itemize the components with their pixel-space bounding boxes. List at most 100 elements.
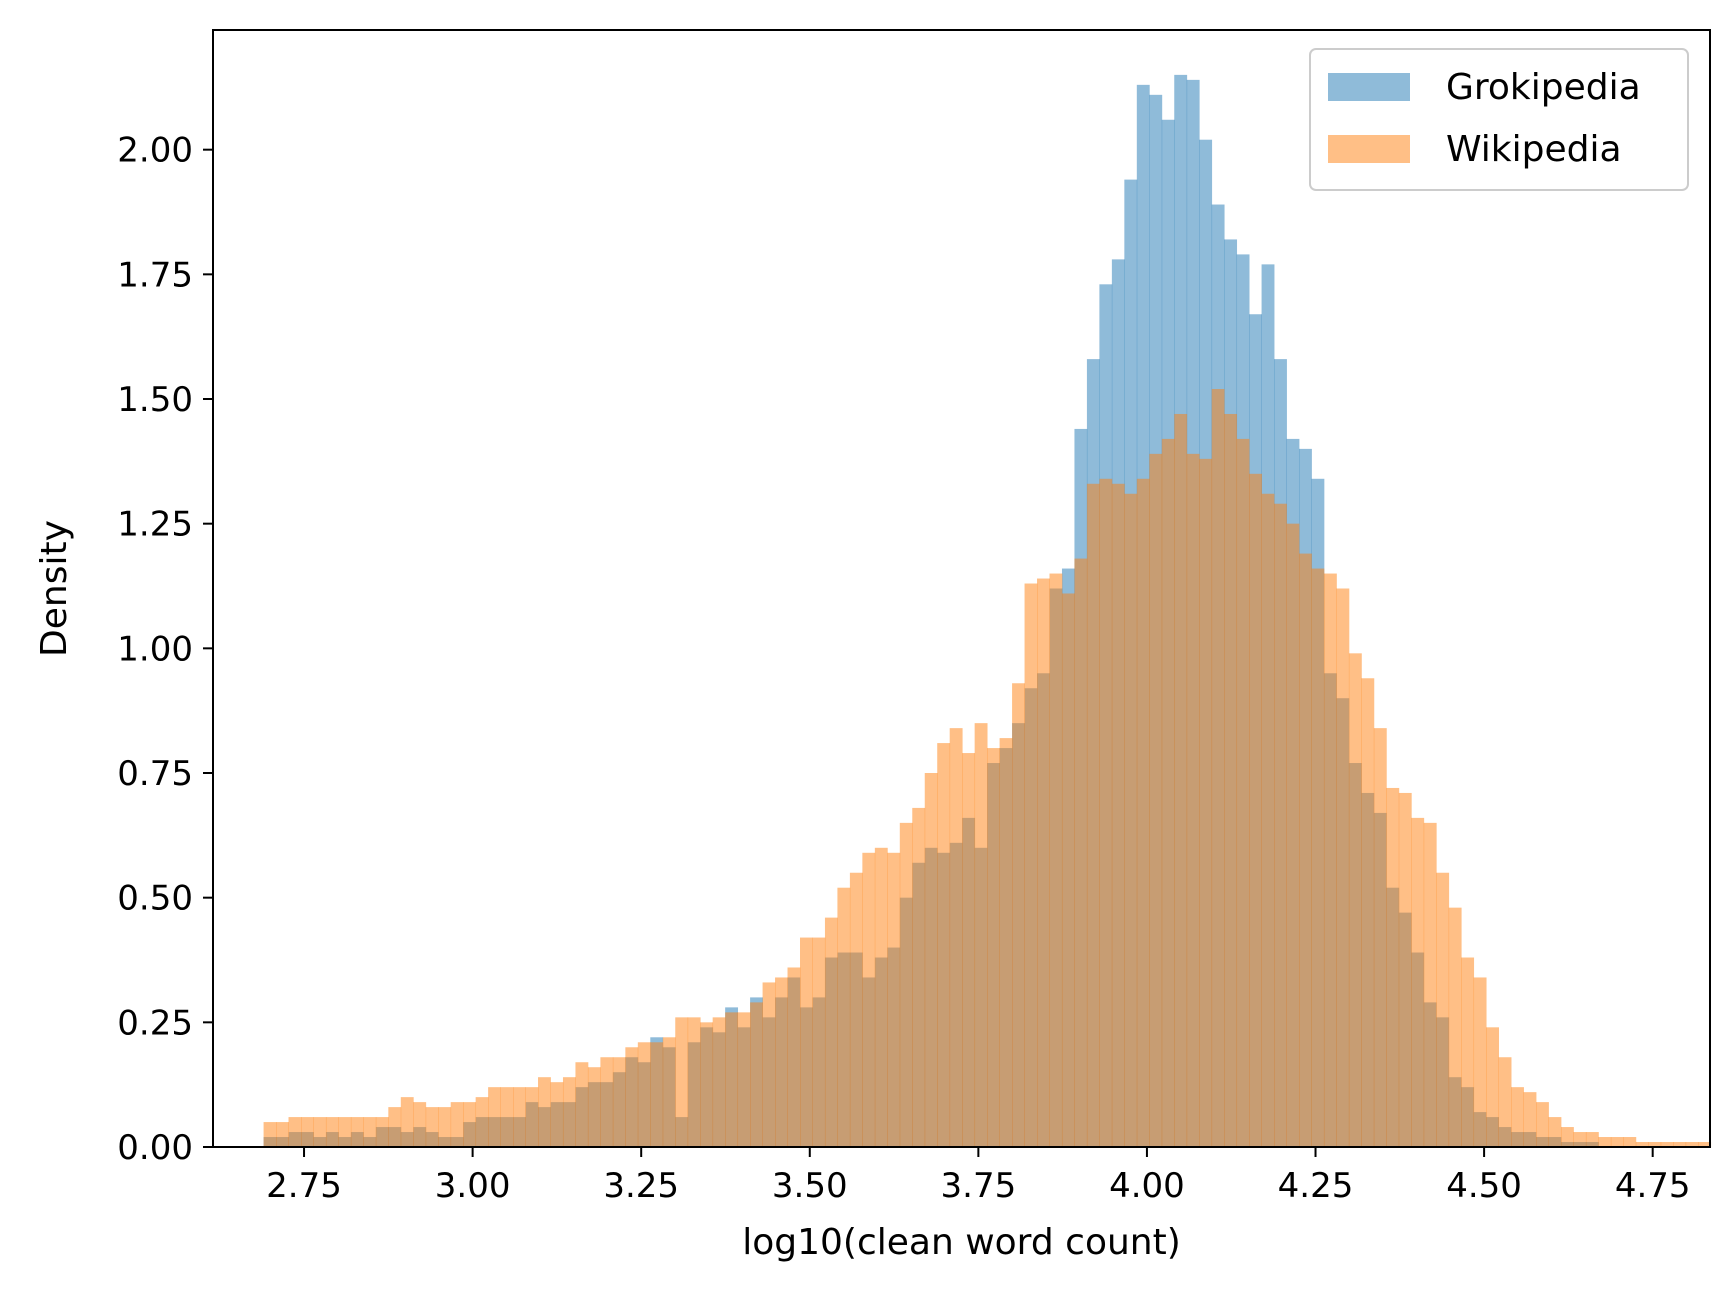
bar-wikipedia bbox=[1024, 583, 1038, 1147]
bar-wikipedia bbox=[625, 1047, 639, 1147]
bar-wikipedia bbox=[1511, 1087, 1524, 1147]
y-tick-label: 0.50 bbox=[117, 879, 193, 919]
bar-wikipedia bbox=[787, 967, 801, 1147]
bar-wikipedia bbox=[1411, 817, 1425, 1147]
bar-wikipedia bbox=[425, 1107, 439, 1147]
bar-wikipedia bbox=[1536, 1102, 1549, 1147]
bar-wikipedia bbox=[1061, 593, 1075, 1147]
bar-wikipedia bbox=[587, 1067, 601, 1147]
bar-wikipedia bbox=[513, 1087, 526, 1147]
bar-wikipedia bbox=[824, 917, 838, 1147]
bar-wikipedia bbox=[1249, 473, 1262, 1147]
bar-wikipedia bbox=[1610, 1137, 1624, 1147]
bar-wikipedia bbox=[1436, 872, 1450, 1147]
bar-wikipedia bbox=[1099, 478, 1113, 1147]
bar-wikipedia bbox=[301, 1117, 314, 1147]
bar-wikipedia bbox=[800, 937, 813, 1147]
y-tick-label: 1.75 bbox=[117, 255, 193, 295]
bar-wikipedia bbox=[1111, 483, 1125, 1147]
bar-wikipedia bbox=[1660, 1142, 1674, 1147]
series-wikipedia bbox=[263, 389, 1712, 1148]
bar-wikipedia bbox=[762, 982, 776, 1147]
bar-wikipedia bbox=[363, 1117, 377, 1147]
bar-wikipedia bbox=[562, 1077, 576, 1147]
bar-wikipedia bbox=[775, 977, 788, 1147]
bar-wikipedia bbox=[413, 1102, 427, 1147]
bar-wikipedia bbox=[1199, 458, 1213, 1148]
bar-wikipedia bbox=[912, 807, 926, 1147]
bar-wikipedia bbox=[974, 723, 988, 1147]
bar-wikipedia bbox=[450, 1102, 464, 1147]
y-tick-label: 0.25 bbox=[117, 1003, 193, 1043]
y-tick-label: 1.50 bbox=[117, 380, 193, 420]
x-tick-label: 4.75 bbox=[1615, 1166, 1691, 1206]
y-tick-label: 0.00 bbox=[117, 1128, 193, 1168]
bar-wikipedia bbox=[575, 1062, 589, 1147]
bar-wikipedia bbox=[1498, 1057, 1512, 1147]
bar-wikipedia bbox=[325, 1117, 339, 1147]
bar-wikipedia bbox=[837, 887, 851, 1147]
x-tick-label: 2.75 bbox=[266, 1166, 342, 1206]
bar-wikipedia bbox=[962, 753, 976, 1147]
plot-frame bbox=[212, 29, 1711, 1148]
bar-wikipedia bbox=[1186, 453, 1200, 1147]
bar-wikipedia bbox=[1523, 1092, 1537, 1147]
bar-wikipedia bbox=[637, 1042, 651, 1147]
bar-wikipedia bbox=[1049, 573, 1063, 1147]
bar-wikipedia bbox=[338, 1117, 352, 1147]
bar-wikipedia bbox=[1149, 453, 1163, 1147]
bar-wikipedia bbox=[538, 1077, 551, 1147]
bar-wikipedia bbox=[874, 847, 888, 1147]
bar-wikipedia bbox=[475, 1097, 489, 1147]
bar-wikipedia bbox=[650, 1042, 664, 1147]
bar-wikipedia bbox=[1299, 553, 1312, 1147]
bar-wikipedia bbox=[375, 1117, 389, 1147]
bar-wikipedia bbox=[812, 937, 826, 1147]
bar-wikipedia bbox=[1598, 1137, 1612, 1147]
bar-wikipedia bbox=[612, 1057, 626, 1147]
legend-label-grokipedia: Grokipedia bbox=[1446, 67, 1641, 108]
bar-wikipedia bbox=[1623, 1137, 1637, 1147]
x-tick-label: 3.00 bbox=[435, 1166, 511, 1206]
bar-wikipedia bbox=[288, 1117, 302, 1147]
bar-wikipedia bbox=[1074, 558, 1088, 1147]
bar-wikipedia bbox=[600, 1057, 614, 1147]
bar-wikipedia bbox=[924, 773, 938, 1147]
bar-wikipedia bbox=[1236, 438, 1250, 1147]
y-tick-label: 2.00 bbox=[117, 131, 193, 171]
bar-wikipedia bbox=[1673, 1142, 1687, 1147]
bar-wikipedia bbox=[1211, 389, 1225, 1147]
bar-wikipedia bbox=[1398, 792, 1412, 1147]
x-tick-label: 3.50 bbox=[772, 1166, 848, 1206]
bar-wikipedia bbox=[662, 1037, 676, 1147]
bar-wikipedia bbox=[862, 852, 876, 1147]
bar-wikipedia bbox=[949, 728, 963, 1148]
bar-wikipedia bbox=[1361, 678, 1375, 1147]
bar-wikipedia bbox=[500, 1087, 514, 1147]
bar-wikipedia bbox=[675, 1017, 689, 1147]
bar-wikipedia bbox=[712, 1017, 726, 1147]
histogram-bars bbox=[263, 74, 1712, 1148]
bar-wikipedia bbox=[313, 1117, 327, 1147]
bar-wikipedia bbox=[1174, 413, 1188, 1148]
bar-wikipedia bbox=[388, 1107, 402, 1147]
bar-wikipedia bbox=[1486, 1027, 1499, 1147]
bar-wikipedia bbox=[737, 1012, 751, 1147]
bar-wikipedia bbox=[987, 748, 1000, 1147]
legend-label-wikipedia: Wikipedia bbox=[1446, 129, 1622, 170]
x-axis-label: log10(clean word count) bbox=[742, 1222, 1181, 1263]
bar-wikipedia bbox=[1573, 1132, 1587, 1147]
bar-wikipedia bbox=[1461, 957, 1475, 1147]
bar-wikipedia bbox=[700, 1022, 714, 1147]
bar-wikipedia bbox=[1037, 578, 1050, 1147]
bar-wikipedia bbox=[350, 1117, 364, 1147]
bar-wikipedia bbox=[525, 1087, 539, 1147]
bar-wikipedia bbox=[887, 852, 901, 1147]
bar-wikipedia bbox=[1685, 1142, 1699, 1147]
legend: Grokipedia Wikipedia bbox=[1309, 48, 1689, 191]
x-tick-label: 4.50 bbox=[1446, 1166, 1522, 1206]
bar-wikipedia bbox=[1448, 907, 1462, 1147]
bar-wikipedia bbox=[1560, 1127, 1574, 1147]
bar-wikipedia bbox=[1635, 1142, 1649, 1147]
